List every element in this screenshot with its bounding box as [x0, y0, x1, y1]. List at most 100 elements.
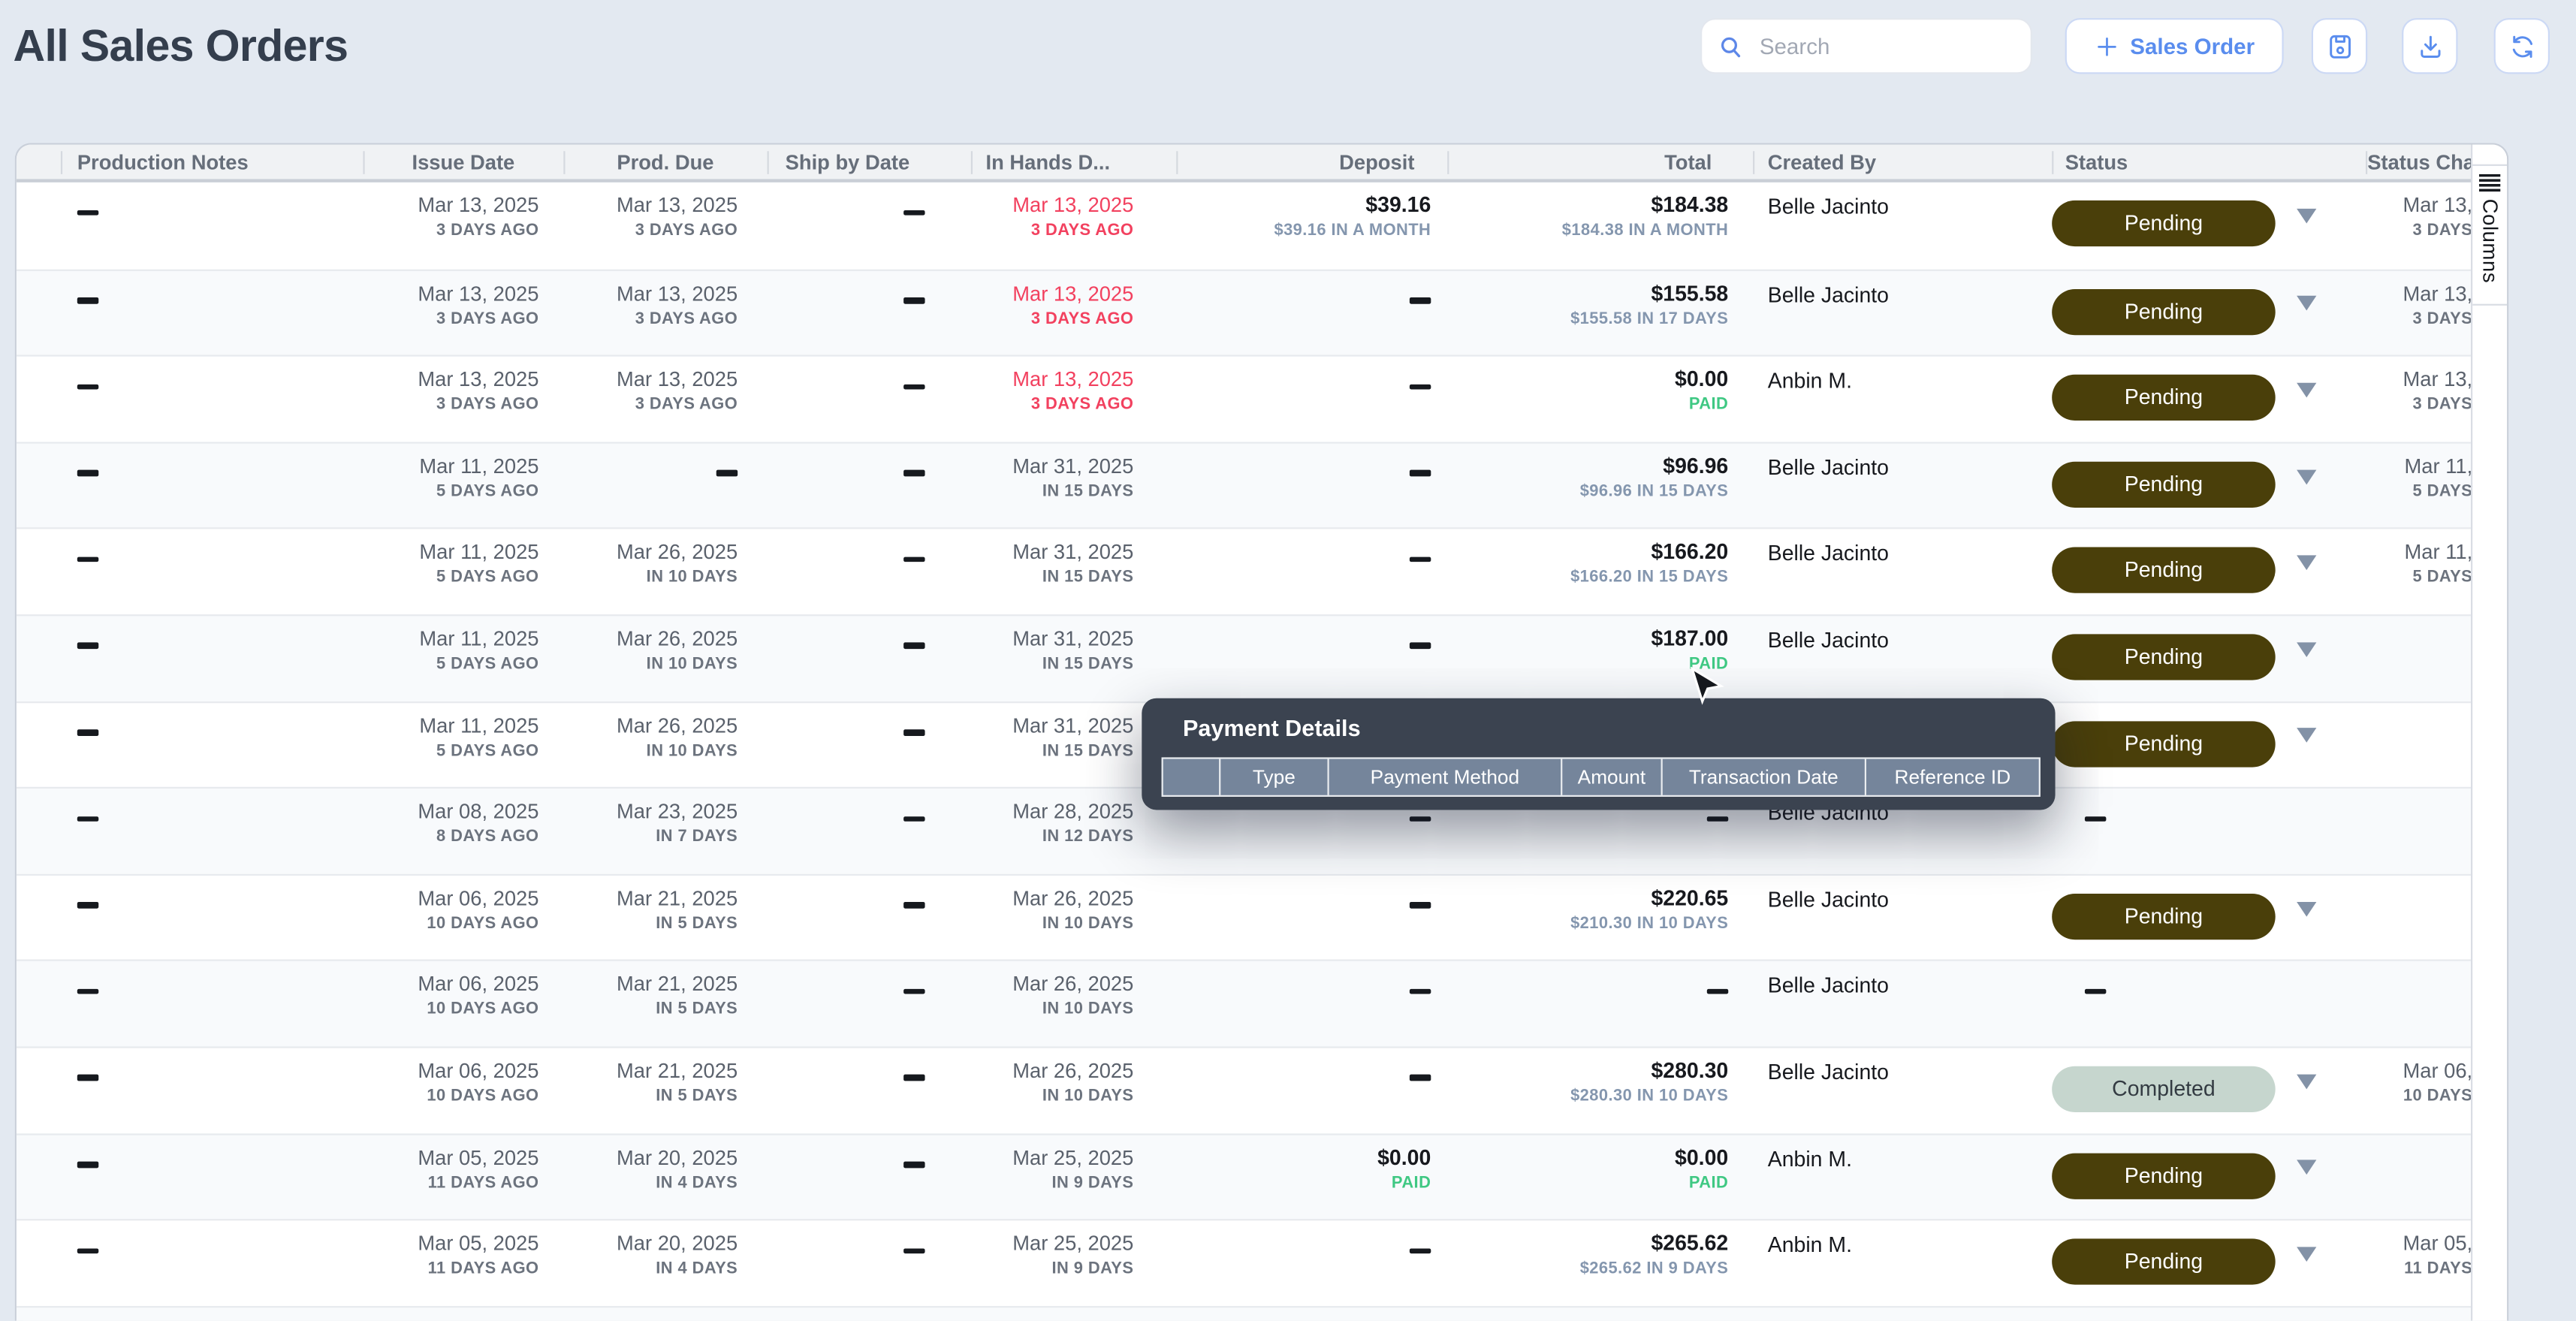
status-pill[interactable]: Completed: [2052, 1066, 2276, 1112]
empty-value-dash: [1409, 1247, 1431, 1254]
table-row[interactable]: Mar 13, 2025 3 DAYS AGO Mar 13, 2025 3 DAYS…: [16, 268, 2475, 355]
column-divider: [970, 151, 973, 174]
cell-issue: Mar 05, 2025 11 DAYS AGO: [418, 1232, 539, 1279]
status-pill[interactable]: Pending: [2052, 200, 2276, 247]
column-header-notes[interactable]: Production Notes: [77, 151, 249, 174]
cell-by: Anbin M.: [1767, 1232, 1852, 1257]
column-header-issue[interactable]: Issue Date: [412, 151, 515, 174]
status-dropdown-icon[interactable]: [2297, 1160, 2317, 1175]
table-row[interactable]: Mar 04, 2025Mar 19, 2025 Mar 24, 2025 $0.0…: [16, 1305, 2475, 1321]
download-button[interactable]: [2402, 18, 2458, 74]
table-row[interactable]: Mar 13, 2025 3 DAYS AGO Mar 13, 2025 3 DAYS…: [16, 354, 2475, 442]
table-row[interactable]: Mar 11, 2025 5 DAYS AGO Mar 26, 2025 IN 10 …: [16, 528, 2475, 615]
status-pill[interactable]: Pending: [2052, 893, 2276, 939]
status-pill[interactable]: Pending: [2052, 288, 2276, 335]
empty-value-dash: [903, 1075, 925, 1081]
empty-value-dash: [716, 470, 738, 476]
empty-value-dash: [1409, 902, 1431, 909]
cell-issue: Mar 06, 2025 10 DAYS AGO: [418, 886, 539, 933]
status-dropdown-icon[interactable]: [2297, 641, 2317, 657]
cell-inhands: Mar 26, 2025 IN 10 DAYS: [1012, 1059, 1134, 1106]
cell-deposit: [1176, 357, 1447, 442]
column-header-prod[interactable]: Prod. Due: [617, 151, 714, 174]
status-pill[interactable]: Pending: [2052, 1152, 2276, 1199]
cell-issue: Mar 13, 2025 3 DAYS AGO: [418, 194, 539, 240]
add-sales-order-button[interactable]: Sales Order: [2065, 18, 2284, 74]
column-header-chg[interactable]: Status Cha..: [2367, 151, 2475, 174]
status-dropdown-icon[interactable]: [2297, 296, 2317, 312]
cell-deposit: [1176, 961, 1447, 1046]
cell-total: $0.00: [1447, 1307, 1753, 1321]
cell-chg: Mar 05, 11 DAYS: [2403, 1232, 2473, 1279]
cell-total: $220.65 $210.30 IN 10 DAYS: [1570, 885, 1729, 933]
empty-value-dash: [903, 556, 925, 562]
cell-issue: Mar 05, 2025 11 DAYS AGO: [418, 1145, 539, 1193]
cell-by: Anbin M.: [1753, 1307, 2052, 1321]
popup-column-amount: Amount: [1561, 759, 1661, 795]
status-pill[interactable]: Pending: [2052, 375, 2276, 421]
cell-status: Pending: [2052, 1135, 2366, 1220]
status-dropdown-icon[interactable]: [2297, 555, 2317, 571]
column-header-deposit[interactable]: Deposit: [1339, 151, 1415, 174]
cell-notes: [17, 270, 363, 355]
empty-value-dash: [1409, 384, 1431, 390]
table-row[interactable]: Mar 05, 2025 11 DAYS AGO Mar 20, 2025 IN 4 …: [16, 1133, 2475, 1220]
status-pill[interactable]: Pending: [2052, 1238, 2276, 1285]
cell-chg: Mar 13, 3 DAYS: [2403, 194, 2473, 240]
empty-value-dash: [77, 902, 99, 909]
table-row[interactable]: Mar 11, 2025 5 DAYS AGO Mar 26, 2025 IN 10 …: [16, 614, 2475, 701]
status-dropdown-icon[interactable]: [2297, 208, 2317, 223]
cell-prod: Mar 13, 2025 3 DAYS AGO: [617, 282, 738, 328]
table-row[interactable]: Mar 06, 2025 10 DAYS AGO Mar 21, 2025 IN 5 …: [16, 873, 2475, 961]
empty-value-dash: [1706, 816, 1729, 822]
cell-chg: Mar 13, 3 DAYS: [2403, 368, 2473, 415]
column-header-ship[interactable]: Ship by Date: [785, 151, 910, 174]
column-header-inhands[interactable]: In Hands D...: [985, 151, 1111, 174]
search-input[interactable]: [1700, 18, 2032, 74]
status-dropdown-icon[interactable]: [2297, 469, 2317, 484]
cell-ship: [768, 1048, 971, 1133]
status-pill[interactable]: Pending: [2052, 720, 2276, 767]
empty-value-dash: [2084, 816, 2107, 822]
cell-total: $96.96 $96.96 IN 15 DAYS: [1579, 453, 1729, 501]
status-pill[interactable]: Pending: [2052, 461, 2276, 508]
column-divider: [1447, 151, 1449, 174]
table-row[interactable]: Mar 06, 2025 10 DAYS AGO Mar 21, 2025 IN 5 …: [16, 1046, 2475, 1133]
status-dropdown-icon[interactable]: [2297, 728, 2317, 743]
status-pill[interactable]: Pending: [2052, 547, 2276, 594]
empty-value-dash: [77, 816, 99, 822]
cell-ship: [768, 961, 971, 1046]
cell-inhands: Mar 26, 2025 IN 10 DAYS: [1012, 973, 1134, 1020]
save-button[interactable]: [2311, 18, 2368, 74]
add-sales-order-label: Sales Order: [2130, 33, 2255, 59]
empty-value-dash: [77, 988, 99, 995]
cell-by: Belle Jacinto: [1767, 282, 1890, 307]
status-dropdown-icon[interactable]: [2297, 382, 2317, 398]
status-dropdown-icon[interactable]: [2297, 1247, 2317, 1262]
status-pill[interactable]: Pending: [2052, 634, 2276, 680]
cell-inhands: Mar 31, 2025 IN 15 DAYS: [1012, 713, 1134, 760]
cell-total: $166.20 $166.20 IN 15 DAYS: [1570, 539, 1729, 587]
table-row[interactable]: Mar 05, 2025 11 DAYS AGO Mar 20, 2025 IN 4 …: [16, 1219, 2475, 1306]
status-dropdown-icon[interactable]: [2297, 1073, 2317, 1089]
table-row[interactable]: Mar 06, 2025 10 DAYS AGO Mar 21, 2025 IN 5 …: [16, 960, 2475, 1047]
refresh-button[interactable]: [2493, 18, 2550, 74]
table-row[interactable]: Mar 13, 2025 3 DAYS AGO Mar 13, 2025 3 DAYS…: [16, 182, 2475, 269]
status-dropdown-icon[interactable]: [2297, 900, 2317, 916]
empty-value-dash: [77, 1075, 99, 1081]
cell-ship: [768, 182, 971, 269]
popup-table-header: Type Payment Method Amount Transaction Date…: [1161, 757, 2041, 797]
columns-toggle-button[interactable]: Columns: [2472, 166, 2508, 306]
cell-ship: [768, 357, 971, 442]
search-field[interactable]: [1756, 32, 2014, 60]
cell-notes: [17, 182, 363, 269]
cell-ship: [768, 1221, 971, 1306]
column-header-total[interactable]: Total: [1664, 151, 1712, 174]
table-row[interactable]: Mar 11, 2025 5 DAYS AGO Mar 31, 2025 IN 15 …: [16, 441, 2475, 529]
cell-deposit: [1176, 1221, 1447, 1306]
empty-value-dash: [1409, 1075, 1431, 1081]
column-header-by[interactable]: Created By: [1767, 151, 1877, 174]
cell-ship: [768, 702, 971, 787]
column-header-status[interactable]: Status: [2065, 151, 2128, 174]
columns-toggle-label: Columns: [2478, 198, 2502, 284]
